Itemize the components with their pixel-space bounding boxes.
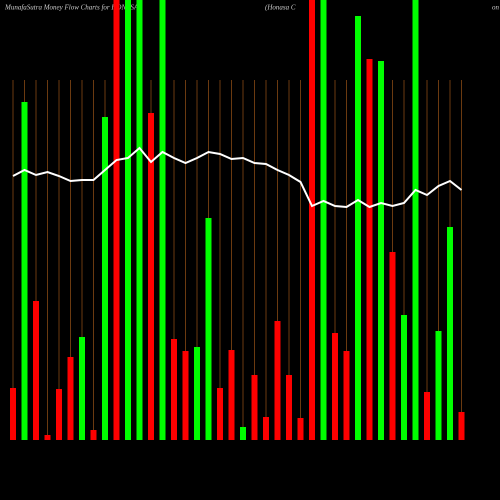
bar <box>389 252 396 440</box>
bar <box>378 61 384 440</box>
bar <box>447 227 453 440</box>
bar <box>102 117 108 440</box>
bar <box>10 388 16 440</box>
bar <box>228 350 235 440</box>
bar <box>343 351 350 440</box>
bar <box>217 388 223 440</box>
bar <box>424 392 430 440</box>
bar <box>33 301 39 440</box>
bar <box>44 435 51 440</box>
bar <box>148 113 154 440</box>
bar <box>240 427 246 440</box>
bar <box>401 315 407 440</box>
bar <box>79 337 85 440</box>
bar <box>297 418 304 440</box>
bar <box>332 333 338 440</box>
bar <box>21 102 28 440</box>
chart-subtitle: (Honasa C <box>265 4 296 12</box>
corner-text: on <box>492 4 500 12</box>
bar <box>458 412 465 440</box>
bar <box>320 0 327 440</box>
chart-title: MunafaSutra Money Flow Charts for HONASA <box>4 4 139 12</box>
bar <box>412 0 419 440</box>
bar <box>182 351 189 440</box>
bar <box>56 389 62 440</box>
bar <box>366 59 373 440</box>
bar <box>90 430 97 440</box>
bar <box>309 0 315 440</box>
bar <box>67 357 74 440</box>
bar <box>171 339 177 440</box>
bar <box>113 0 120 440</box>
bar <box>194 347 200 440</box>
bar <box>355 16 361 440</box>
bar <box>125 0 131 440</box>
bar <box>286 375 292 440</box>
bar <box>205 218 212 440</box>
bar <box>251 375 258 440</box>
bar <box>435 331 442 440</box>
money-flow-line <box>12 146 463 209</box>
bar <box>274 321 281 440</box>
bar <box>263 417 269 440</box>
bar <box>136 0 143 440</box>
bar <box>159 0 166 440</box>
